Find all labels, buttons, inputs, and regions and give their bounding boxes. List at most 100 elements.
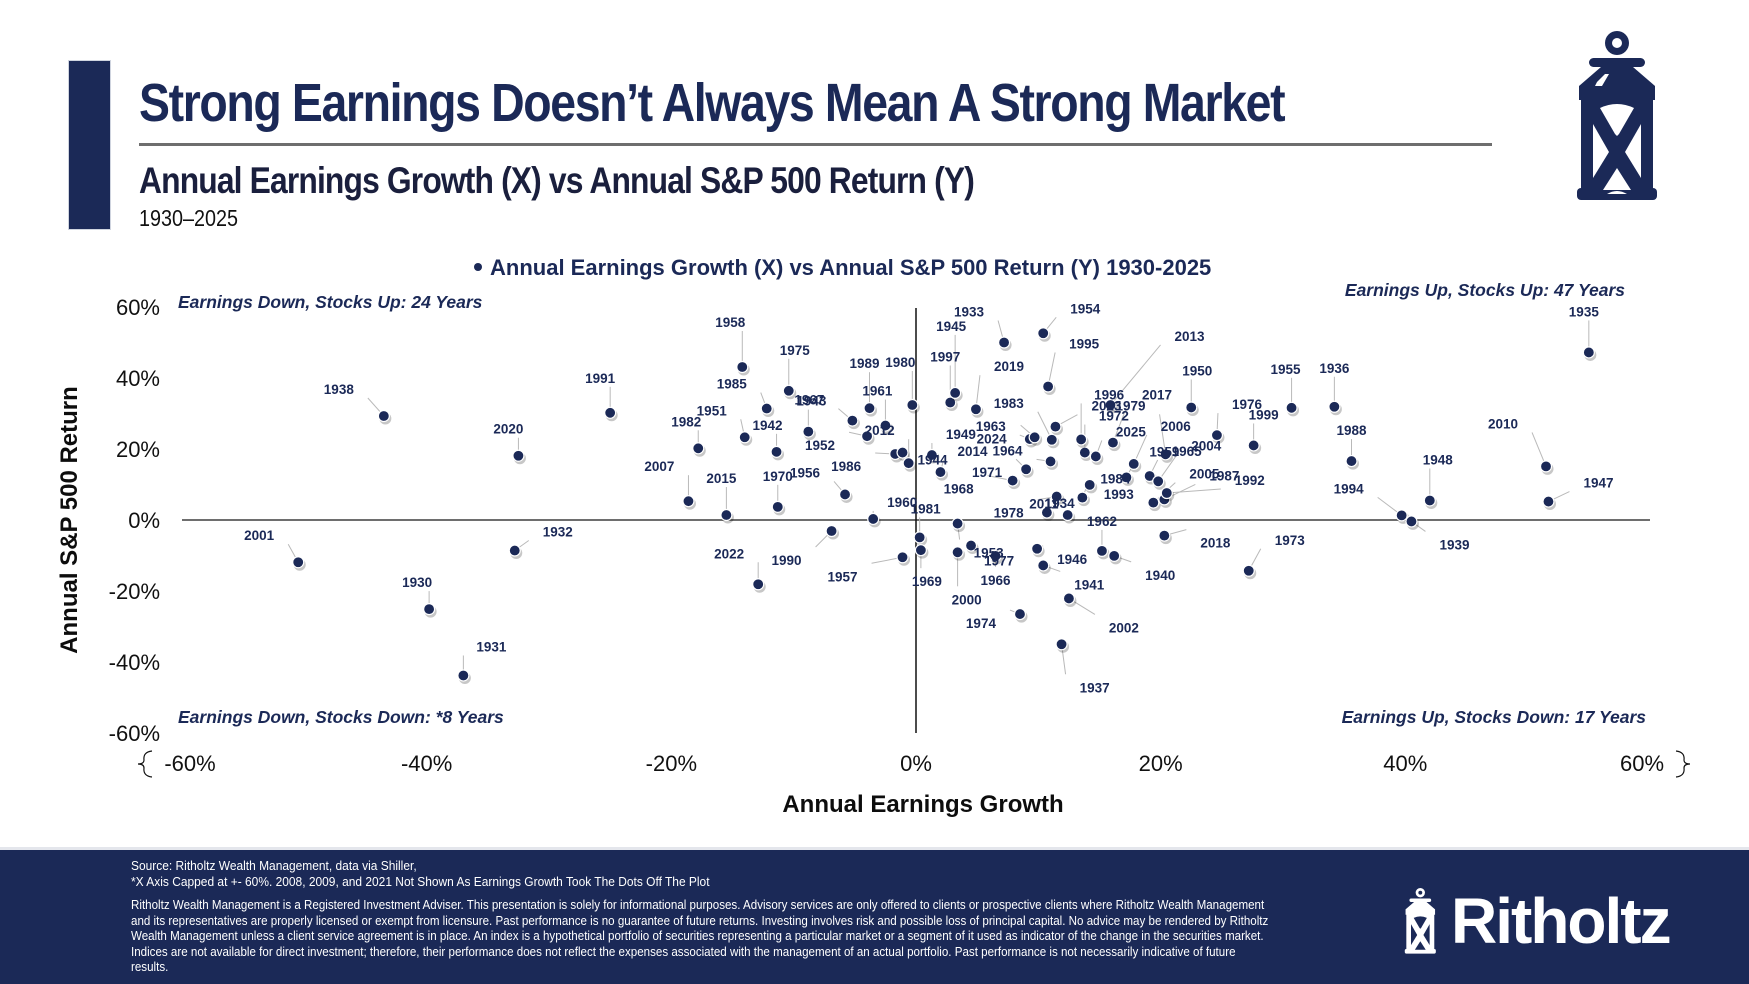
leader-line	[1166, 488, 1221, 494]
data-point-label: 1951	[697, 403, 728, 418]
x-axis-left-brace	[137, 750, 153, 778]
data-point-label: 1991	[585, 371, 616, 386]
data-point	[1045, 433, 1058, 446]
data-point	[951, 546, 964, 559]
chart-legend: Annual Earnings Growth (X) vs Annual S&P…	[474, 255, 1211, 280]
data-point	[736, 360, 749, 374]
data-point-label: 1972	[1099, 409, 1129, 424]
page-subtitle: Annual Earnings Growth (X) vs Annual S&P…	[139, 160, 975, 201]
data-point-label: 1996	[1094, 387, 1125, 402]
data-point-label: 1960	[887, 495, 917, 510]
data-point	[896, 446, 909, 459]
data-point	[934, 465, 947, 479]
data-point-label: 2023	[1091, 399, 1122, 414]
data-point	[1539, 460, 1553, 473]
scatter-chart: Annual Earnings Growth (X) vs Annual S&P…	[56, 255, 1691, 818]
data-point-label: 2024	[977, 431, 1008, 446]
data-point	[1037, 327, 1050, 340]
data-point-label: 1948	[1423, 452, 1454, 467]
data-point-label: 1946	[1057, 552, 1088, 567]
data-point-label: 2000	[952, 592, 982, 607]
data-point-label: 1958	[715, 315, 746, 330]
data-point-label: 2006	[1161, 419, 1192, 434]
y-tick-label: 40%	[116, 366, 160, 391]
data-point	[860, 430, 874, 443]
data-point	[692, 442, 705, 455]
data-point-label: 1944	[918, 453, 949, 468]
data-point	[1028, 431, 1041, 444]
data-point	[1061, 508, 1074, 522]
data-point	[1345, 454, 1358, 468]
data-point-label: 2019	[994, 359, 1024, 374]
data-point	[1542, 495, 1555, 508]
leader-line	[1112, 403, 1129, 443]
data-point	[1152, 475, 1165, 488]
x-tick-label: -40%	[401, 751, 452, 776]
data-point-label: 2010	[1488, 416, 1518, 431]
data-point-label: 2018	[1200, 536, 1231, 551]
footer: Source: Ritholtz Wealth Management, data…	[0, 847, 1749, 984]
data-point-label: 1947	[1583, 476, 1613, 491]
data-point-label: 1993	[1104, 487, 1135, 502]
data-point-label: 1943	[796, 394, 827, 409]
data-point	[896, 551, 909, 564]
data-point-label: 1959	[1149, 444, 1179, 459]
data-point	[802, 425, 815, 438]
data-point	[1143, 469, 1156, 483]
data-point	[914, 544, 927, 557]
data-point-label: 1970	[763, 469, 793, 484]
data-point-label: 1961	[862, 384, 893, 399]
data-point-label: 1966	[980, 573, 1011, 588]
x-axis-right-brace	[1675, 750, 1691, 778]
data-point-label: 2014	[957, 444, 988, 459]
data-point	[782, 384, 795, 397]
data-point	[1049, 420, 1062, 433]
data-point	[508, 544, 521, 557]
data-point-label: 1985	[717, 377, 748, 392]
data-point	[1076, 491, 1089, 504]
data-point	[1013, 607, 1027, 621]
data-point	[997, 336, 1011, 349]
data-point-label: 1975	[780, 343, 811, 358]
lantern-icon	[1577, 31, 1657, 200]
data-point-label: 1942	[753, 418, 783, 433]
data-point-label: 1956	[790, 465, 821, 480]
data-point-label: 2012	[865, 423, 895, 438]
data-point-label: 2007	[644, 459, 674, 474]
disclaimer: Ritholtz Wealth Management is a Register…	[131, 898, 1269, 975]
data-point-label: 1964	[993, 443, 1024, 458]
brand-name: Ritholtz	[1451, 885, 1672, 957]
data-point	[1159, 448, 1172, 461]
data-point-label: 2013	[1175, 329, 1206, 344]
data-point	[1158, 529, 1171, 542]
data-point	[1006, 474, 1019, 487]
data-point	[1044, 455, 1057, 468]
data-point-label: 1936	[1319, 361, 1350, 376]
data-point	[1078, 446, 1091, 459]
data-point	[1089, 450, 1102, 463]
y-axis-title: Annual S&P 500 Return	[56, 386, 83, 654]
data-point-label: 1968	[944, 482, 975, 497]
data-point-label: 1984	[1100, 472, 1131, 487]
data-point-label: 1939	[1439, 537, 1469, 552]
x-axis-title: Annual Earnings Growth	[782, 791, 1063, 818]
data-point	[457, 669, 470, 682]
data-point-label: 1978	[994, 506, 1025, 521]
data-point	[1285, 401, 1298, 414]
data-point	[902, 457, 915, 470]
data-point-label: 2005	[1189, 467, 1220, 482]
data-point	[1042, 380, 1055, 393]
y-tick-label: -60%	[109, 721, 160, 746]
data-point-label: 1977	[984, 554, 1014, 569]
brand-logo: Ritholtz	[1404, 876, 1672, 966]
data-point	[1075, 433, 1088, 446]
data-point-label: 2002	[1109, 620, 1139, 635]
data-point-label: 1990	[772, 553, 802, 568]
data-point	[1423, 494, 1436, 507]
data-point	[964, 539, 978, 552]
source-line: Source: Ritholtz Wealth Management, data…	[131, 858, 417, 873]
data-point-label: 1965	[1172, 444, 1203, 459]
title-divider	[139, 143, 1492, 146]
data-point-label: 1983	[994, 396, 1025, 411]
data-point-label: 1957	[827, 569, 857, 584]
